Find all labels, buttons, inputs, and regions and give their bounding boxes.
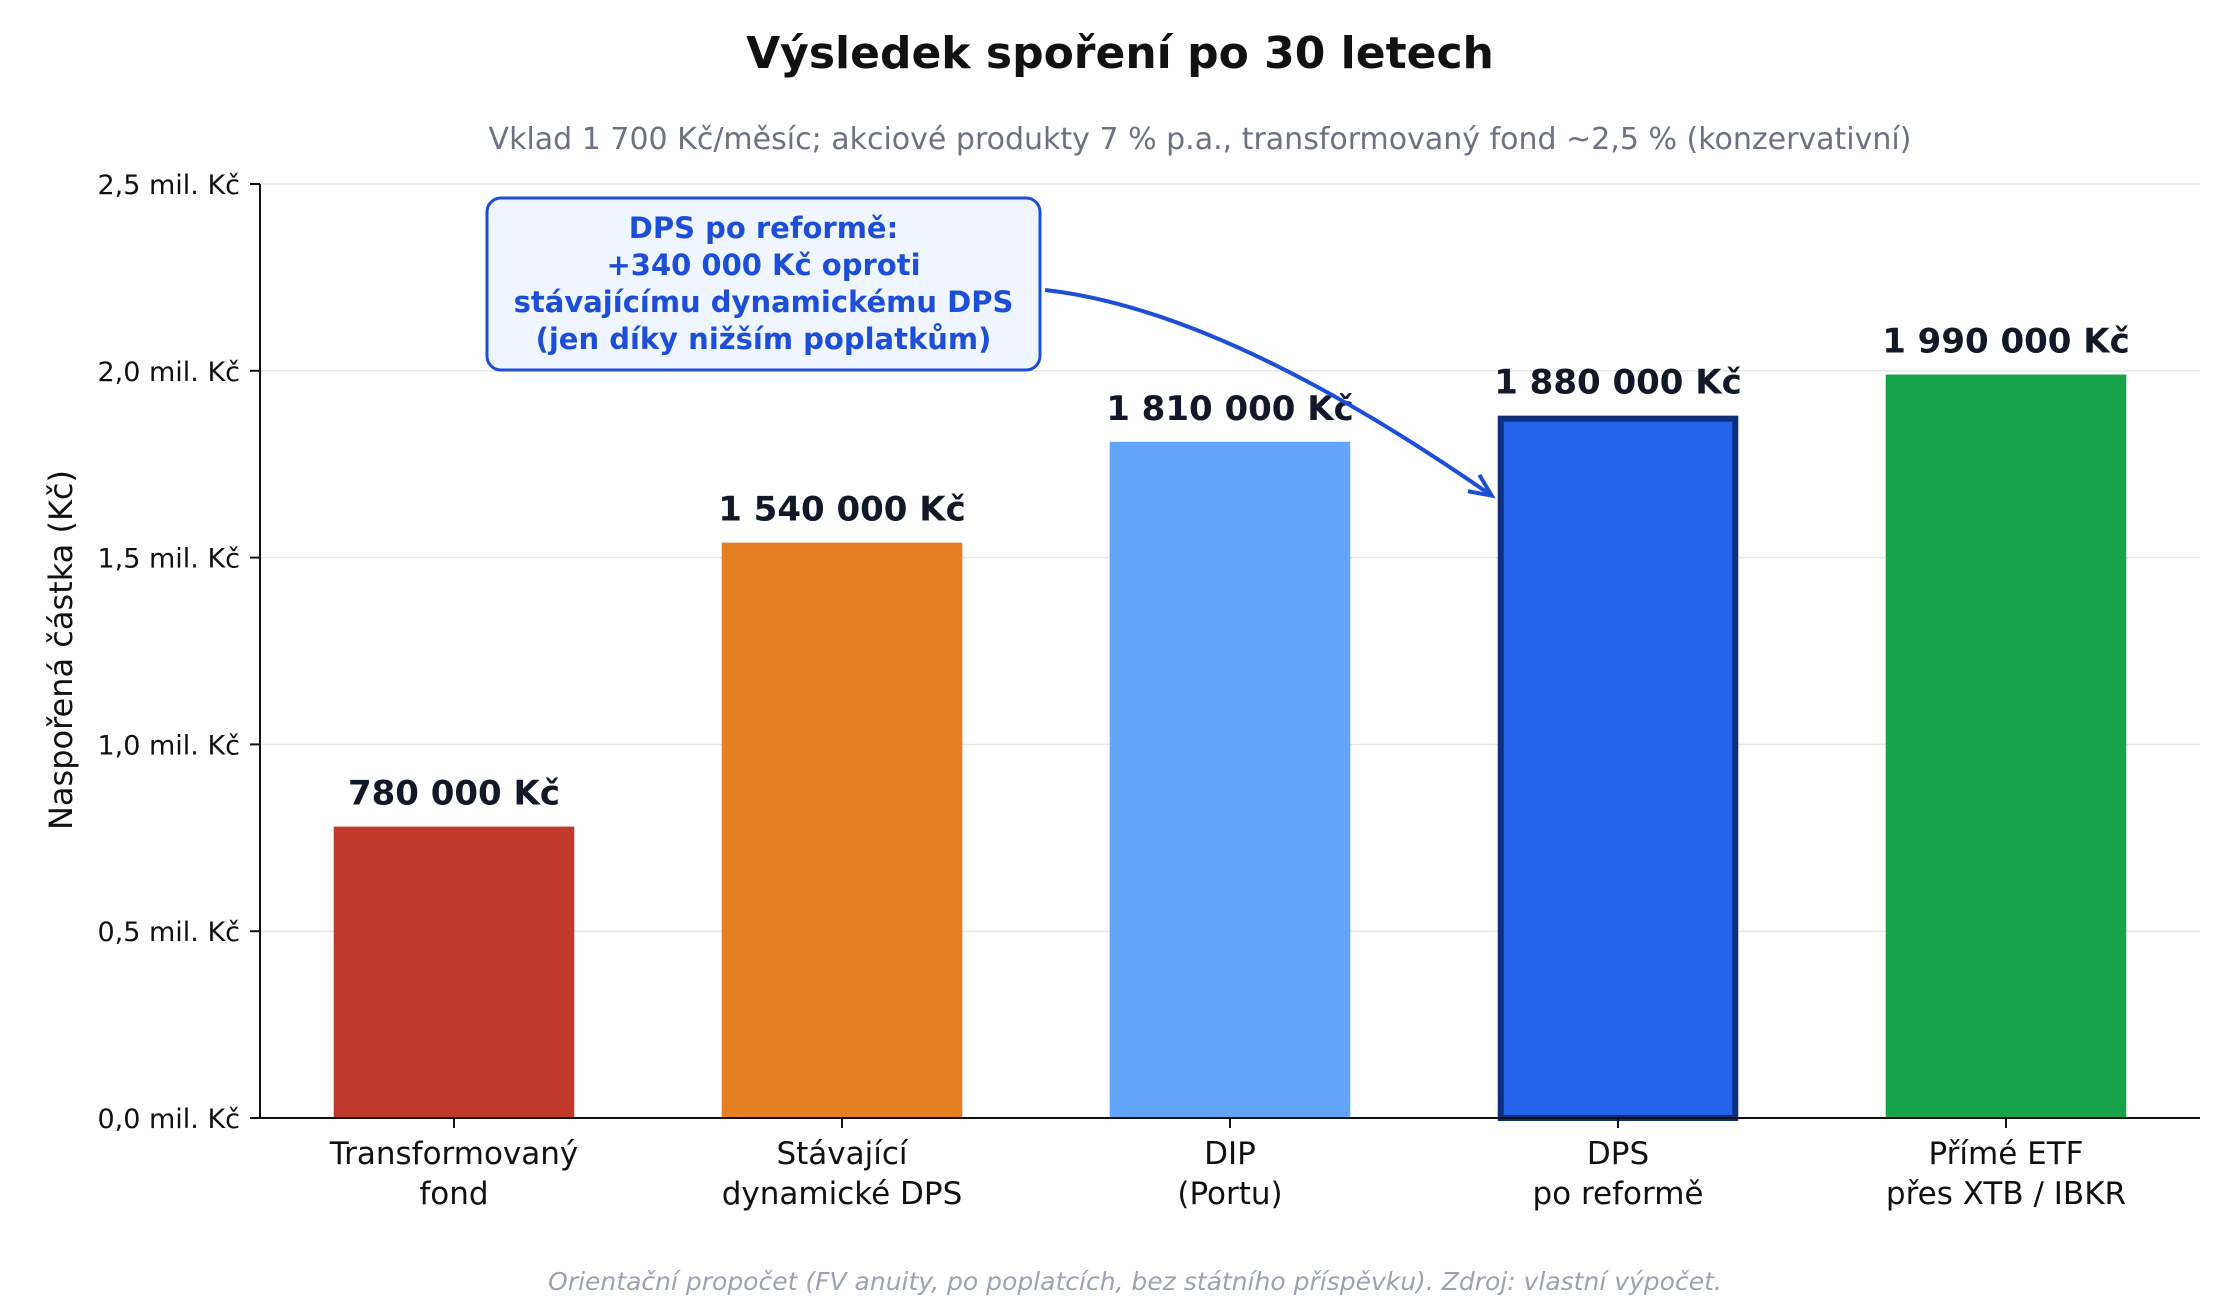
annotation-text: DPS po reformě: xyxy=(629,211,898,245)
x-tick-label: Přímé ETF xyxy=(1929,1136,2084,1172)
annotation-text: (jen díky nižším poplatkům) xyxy=(536,322,992,356)
data-labels: 780 000 Kč 1 540 000 Kč 1 810 000 Kč 1 880 … xyxy=(348,322,2130,814)
x-tick-label: DIP xyxy=(1204,1136,1256,1172)
x-tick-label: přes XTB / IBKR xyxy=(1886,1176,2126,1212)
annotation-text: +340 000 Kč oproti xyxy=(606,248,920,282)
x-tick-label: fond xyxy=(419,1176,488,1212)
bar-value-label: 1 880 000 Kč xyxy=(1494,363,1742,403)
footnote: Orientační propočet (FV anuity, po popla… xyxy=(548,1267,1722,1296)
x-tick-label: dynamické DPS xyxy=(722,1176,963,1212)
y-tick-label: 2,5 mil. Kč xyxy=(97,170,240,201)
y-axis-ticks: 0,0 mil. Kč 0,5 mil. Kč 1,0 mil. Kč 1,5 mil… xyxy=(97,170,260,1135)
annotation-box xyxy=(485,196,1042,372)
bars xyxy=(333,374,2127,1121)
y-tick-label: 1,0 mil. Kč xyxy=(97,730,240,761)
x-tick-label: Transformovaný xyxy=(329,1136,579,1172)
annotation: DPS po reformě:+340 000 Kč oprotistávají… xyxy=(485,196,1496,499)
bar xyxy=(1497,415,1739,1121)
bar-value-label: 1 810 000 Kč xyxy=(1106,389,1354,429)
bar xyxy=(1109,441,1351,1118)
x-axis-ticks: Transformovaný fond Stávající dynamické DPS… xyxy=(329,1118,2126,1212)
y-tick-label: 1,5 mil. Kč xyxy=(97,544,240,575)
chart-subtitle: Vklad 1 700 Kč/měsíc; akciové produkty 7… xyxy=(489,122,1912,157)
bar xyxy=(1885,374,2127,1118)
bar xyxy=(333,826,575,1118)
annotation-arrow xyxy=(1044,288,1493,498)
chart-title: Výsledek spoření po 30 letech xyxy=(746,28,1494,79)
x-tick-label: Stávající xyxy=(776,1136,908,1172)
bar-value-label: 780 000 Kč xyxy=(348,774,560,814)
y-tick-label: 2,0 mil. Kč xyxy=(97,357,240,388)
y-axis-label: Naspořená částka (Kč) xyxy=(42,470,80,830)
y-tick-label: 0,5 mil. Kč xyxy=(97,917,240,948)
bar-value-label: 1 990 000 Kč xyxy=(1882,322,2130,362)
annotation-text: stávajícímu dynamickému DPS xyxy=(514,285,1014,319)
x-tick-label: DPS xyxy=(1587,1136,1649,1172)
x-tick-label: (Portu) xyxy=(1177,1176,1282,1212)
bar xyxy=(721,542,963,1118)
x-tick-label: po reformě xyxy=(1533,1176,1704,1212)
y-tick-label: 0,0 mil. Kč xyxy=(97,1104,240,1135)
annotation-arrowhead xyxy=(1467,473,1496,499)
bar-value-label: 1 540 000 Kč xyxy=(718,490,966,530)
